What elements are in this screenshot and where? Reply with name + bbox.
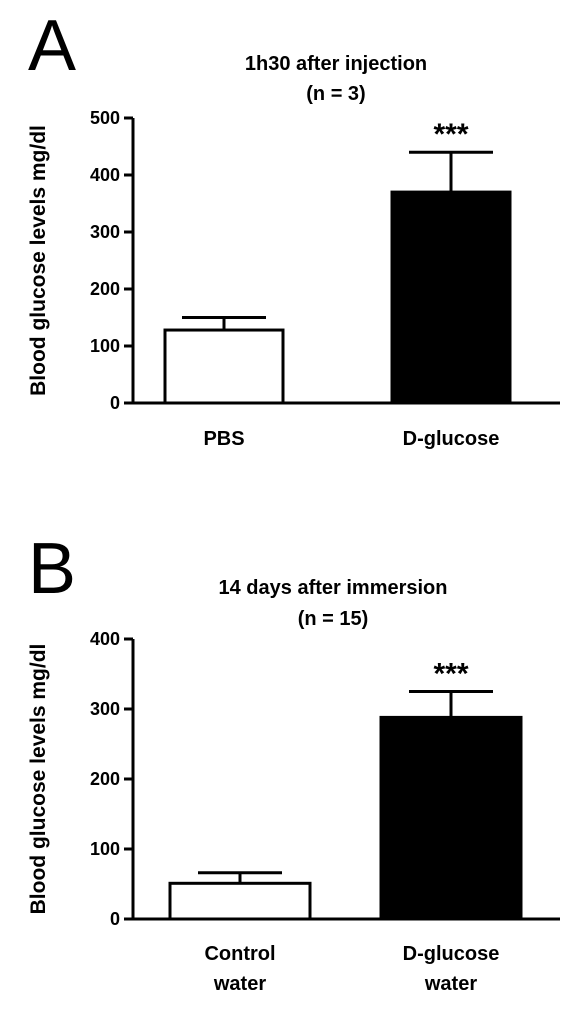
x-category-label: D-glucose <box>403 943 500 965</box>
chart-title: 1h30 after injection <box>245 53 427 75</box>
chart-title: 14 days after immersion <box>219 577 448 599</box>
y-tick-label: 0 <box>110 909 120 929</box>
bar-1 <box>379 715 523 921</box>
bar-0 <box>168 881 312 921</box>
y-tick-label: 500 <box>90 108 120 128</box>
y-tick-label: 0 <box>110 393 120 413</box>
chart-panel-a: A 1h30 after injection (n = 3) Blood glucos… <box>27 6 560 450</box>
y-tick-label: 300 <box>90 699 120 719</box>
y-tick-label: 200 <box>90 769 120 789</box>
chart-subtitle: (n = 3) <box>306 83 365 105</box>
chart-panel-b: B 14 days after immersion (n = 15) Blood gl… <box>27 529 560 995</box>
y-tick-label: 400 <box>90 629 120 649</box>
bar-1 <box>390 190 512 405</box>
significance-marker: *** <box>433 658 468 691</box>
y-axis-label: Blood glucose levels mg/dl <box>27 644 50 915</box>
x-category-label: D-glucose <box>403 428 500 450</box>
x-category-label: PBS <box>203 428 244 450</box>
y-tick-label: 100 <box>90 336 120 356</box>
significance-marker: *** <box>433 118 468 151</box>
x-category-label: water <box>424 973 477 995</box>
x-category-label: water <box>213 973 266 995</box>
y-axis-label: Blood glucose levels mg/dl <box>27 125 50 396</box>
x-category-label: Control <box>204 943 275 965</box>
bar-0 <box>163 328 285 405</box>
panel-letter: B <box>28 529 76 609</box>
y-tick-label: 300 <box>90 222 120 242</box>
panel-letter: A <box>28 6 76 86</box>
y-tick-label: 100 <box>90 839 120 859</box>
y-tick-label: 200 <box>90 279 120 299</box>
chart-subtitle: (n = 15) <box>298 608 369 630</box>
y-tick-label: 400 <box>90 165 120 185</box>
